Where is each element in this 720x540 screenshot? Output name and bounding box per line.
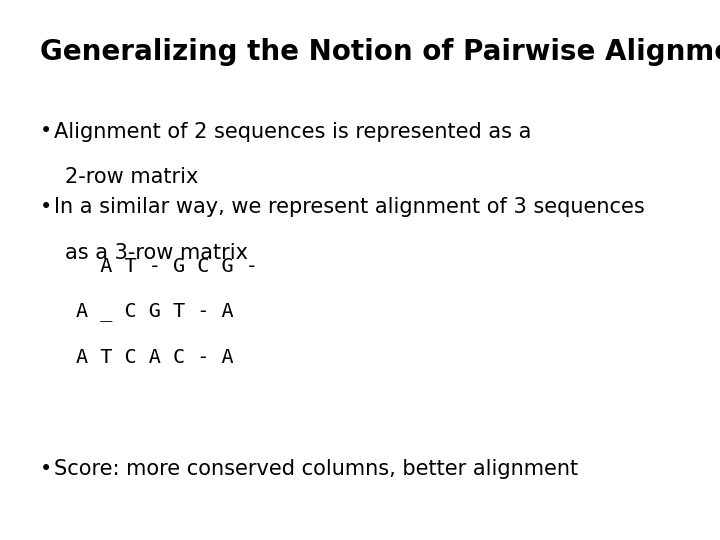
Text: A _ C G T - A: A _ C G T - A: [76, 302, 233, 321]
Text: as a 3-row matrix: as a 3-row matrix: [65, 243, 248, 263]
Text: •: •: [40, 459, 52, 479]
Text: In a similar way, we represent alignment of 3 sequences: In a similar way, we represent alignment…: [54, 197, 644, 217]
Text: Score: more conserved columns, better alignment: Score: more conserved columns, better al…: [54, 459, 578, 479]
Text: 2-row matrix: 2-row matrix: [65, 167, 198, 187]
Text: A T C A C - A: A T C A C - A: [76, 348, 233, 367]
Text: •: •: [40, 197, 52, 217]
Text: Alignment of 2 sequences is represented as a: Alignment of 2 sequences is represented …: [54, 122, 531, 141]
Text: A T - G C G -: A T - G C G -: [76, 256, 258, 275]
Text: Generalizing the Notion of Pairwise Alignment: Generalizing the Notion of Pairwise Alig…: [40, 38, 720, 66]
Text: •: •: [40, 122, 52, 141]
